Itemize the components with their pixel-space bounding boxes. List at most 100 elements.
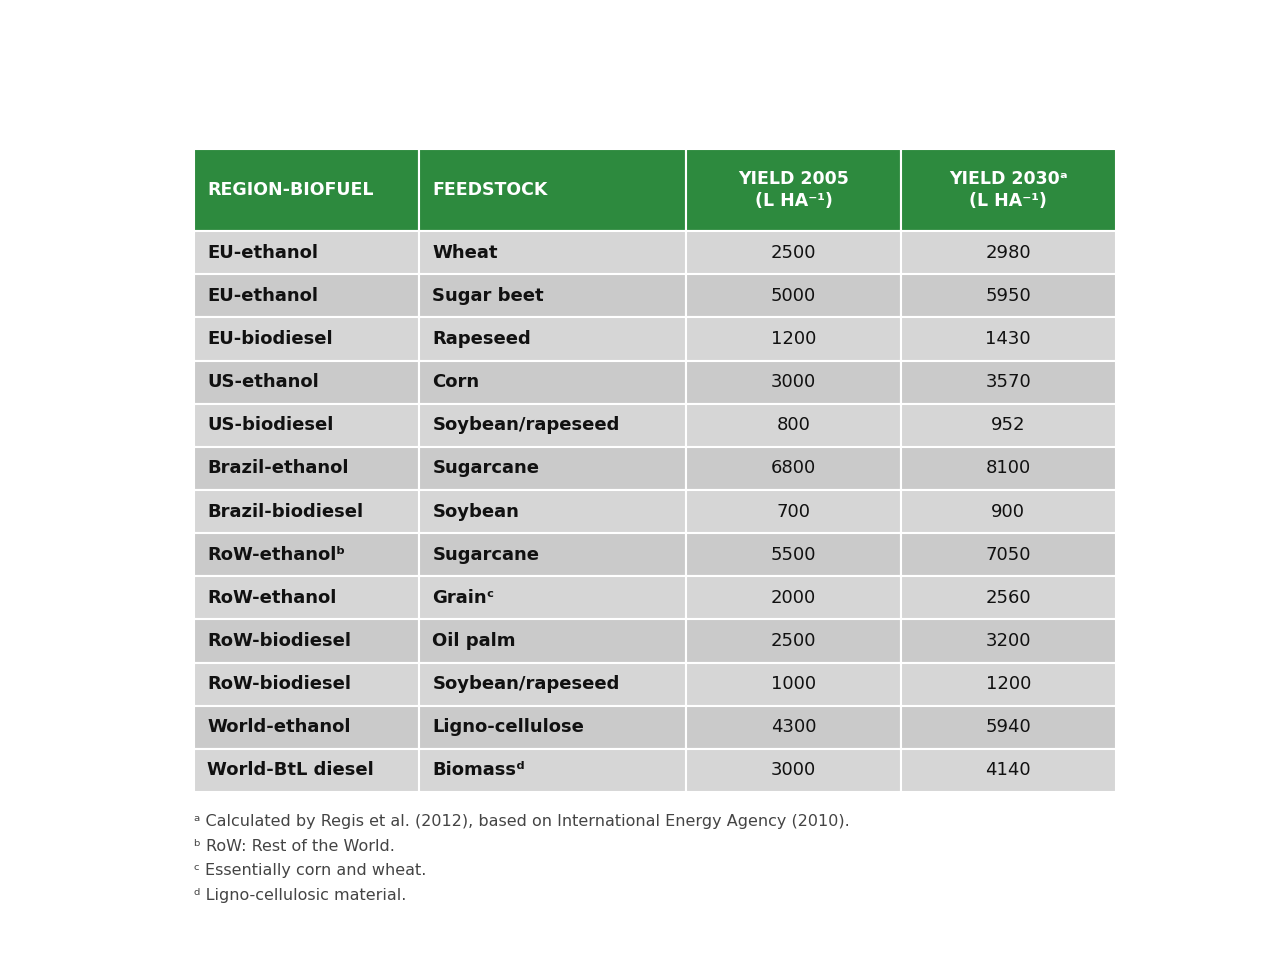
Text: 1000: 1000 <box>771 675 817 694</box>
Text: 8100: 8100 <box>985 460 1031 477</box>
Bar <box>419 318 686 360</box>
Bar <box>901 404 1116 447</box>
Text: ᵃ Calculated by Regis et al. (2012), based on International Energy Agency (2010): ᵃ Calculated by Regis et al. (2012), bas… <box>194 814 850 830</box>
Text: 7050: 7050 <box>985 546 1031 564</box>
Bar <box>686 150 901 231</box>
Bar <box>686 404 901 447</box>
Text: Sugarcane: Sugarcane <box>432 546 539 564</box>
Text: World-ethanol: World-ethanol <box>207 719 350 736</box>
Bar <box>419 533 686 577</box>
Text: Sugar beet: Sugar beet <box>432 287 544 305</box>
Bar <box>419 231 686 274</box>
Text: Wheat: Wheat <box>432 243 498 262</box>
Bar <box>901 619 1116 663</box>
Text: ᶜ Essentially corn and wheat.: ᶜ Essentially corn and wheat. <box>194 864 427 878</box>
Text: EU-ethanol: EU-ethanol <box>207 243 318 262</box>
Text: 800: 800 <box>777 416 810 435</box>
Bar <box>194 404 419 447</box>
Bar <box>901 663 1116 706</box>
Text: 2500: 2500 <box>771 632 817 650</box>
Bar <box>194 231 419 274</box>
Bar <box>194 619 419 663</box>
Text: Soybean/rapeseed: Soybean/rapeseed <box>432 416 620 435</box>
Text: EU-biodiesel: EU-biodiesel <box>207 330 332 348</box>
Text: 700: 700 <box>777 502 810 521</box>
Text: Biomassᵈ: Biomassᵈ <box>432 761 525 780</box>
Text: EU-ethanol: EU-ethanol <box>207 287 318 305</box>
Text: 1430: 1430 <box>985 330 1031 348</box>
Text: YIELD 2005
(L HA⁻¹): YIELD 2005 (L HA⁻¹) <box>739 170 849 211</box>
Text: Soybean/rapeseed: Soybean/rapeseed <box>432 675 620 694</box>
Bar <box>686 274 901 318</box>
Bar <box>419 619 686 663</box>
Text: Grainᶜ: Grainᶜ <box>432 589 495 607</box>
Text: Corn: Corn <box>432 373 479 391</box>
Text: Brazil-biodiesel: Brazil-biodiesel <box>207 502 363 521</box>
Text: 900: 900 <box>992 502 1025 521</box>
Bar <box>419 577 686 619</box>
Bar <box>194 150 419 231</box>
Bar <box>686 447 901 490</box>
Text: 3570: 3570 <box>985 373 1031 391</box>
Bar <box>686 663 901 706</box>
Bar <box>901 447 1116 490</box>
Bar <box>419 706 686 749</box>
Text: 3000: 3000 <box>771 761 817 780</box>
Text: 3000: 3000 <box>771 373 817 391</box>
Bar <box>686 706 901 749</box>
Bar <box>686 749 901 792</box>
Bar <box>194 360 419 404</box>
Bar <box>194 577 419 619</box>
Text: YIELD 2030ᵃ
(L HA⁻¹): YIELD 2030ᵃ (L HA⁻¹) <box>950 170 1067 211</box>
Bar <box>194 274 419 318</box>
Text: 4140: 4140 <box>985 761 1031 780</box>
Bar <box>901 533 1116 577</box>
Bar <box>194 490 419 533</box>
Bar <box>419 447 686 490</box>
Text: 5500: 5500 <box>771 546 817 564</box>
Text: Soybean: Soybean <box>432 502 519 521</box>
Text: US-ethanol: US-ethanol <box>207 373 320 391</box>
Text: 1200: 1200 <box>771 330 817 348</box>
Bar <box>419 490 686 533</box>
Bar <box>901 274 1116 318</box>
Text: US-biodiesel: US-biodiesel <box>207 416 334 435</box>
Text: 2560: 2560 <box>985 589 1031 607</box>
Bar <box>419 404 686 447</box>
Text: FEEDSTOCK: FEEDSTOCK <box>432 182 548 199</box>
Text: RoW-biodiesel: RoW-biodiesel <box>207 632 351 650</box>
Text: REGION-BIOFUEL: REGION-BIOFUEL <box>207 182 373 199</box>
Text: 5940: 5940 <box>985 719 1031 736</box>
Bar <box>686 490 901 533</box>
Text: Sugarcane: Sugarcane <box>432 460 539 477</box>
Text: Rapeseed: Rapeseed <box>432 330 532 348</box>
Bar <box>419 360 686 404</box>
Text: 6800: 6800 <box>771 460 817 477</box>
Text: Oil palm: Oil palm <box>432 632 516 650</box>
Text: Brazil-ethanol: Brazil-ethanol <box>207 460 349 477</box>
Bar <box>686 360 901 404</box>
Bar <box>901 318 1116 360</box>
Bar <box>901 706 1116 749</box>
Bar <box>901 360 1116 404</box>
Text: RoW-biodiesel: RoW-biodiesel <box>207 675 351 694</box>
Text: 5000: 5000 <box>771 287 817 305</box>
Bar <box>194 749 419 792</box>
Text: 4300: 4300 <box>771 719 817 736</box>
Bar <box>901 231 1116 274</box>
Bar <box>419 274 686 318</box>
Text: 952: 952 <box>990 416 1025 435</box>
Text: Ligno-cellulose: Ligno-cellulose <box>432 719 584 736</box>
Bar <box>901 150 1116 231</box>
Text: 2980: 2980 <box>985 243 1031 262</box>
Bar <box>686 577 901 619</box>
Text: 3200: 3200 <box>985 632 1031 650</box>
Text: RoW-ethanol: RoW-ethanol <box>207 589 336 607</box>
Bar <box>194 663 419 706</box>
Bar <box>194 318 419 360</box>
Bar <box>194 706 419 749</box>
Bar <box>901 749 1116 792</box>
Bar <box>419 749 686 792</box>
Text: 5950: 5950 <box>985 287 1031 305</box>
Text: 2500: 2500 <box>771 243 817 262</box>
